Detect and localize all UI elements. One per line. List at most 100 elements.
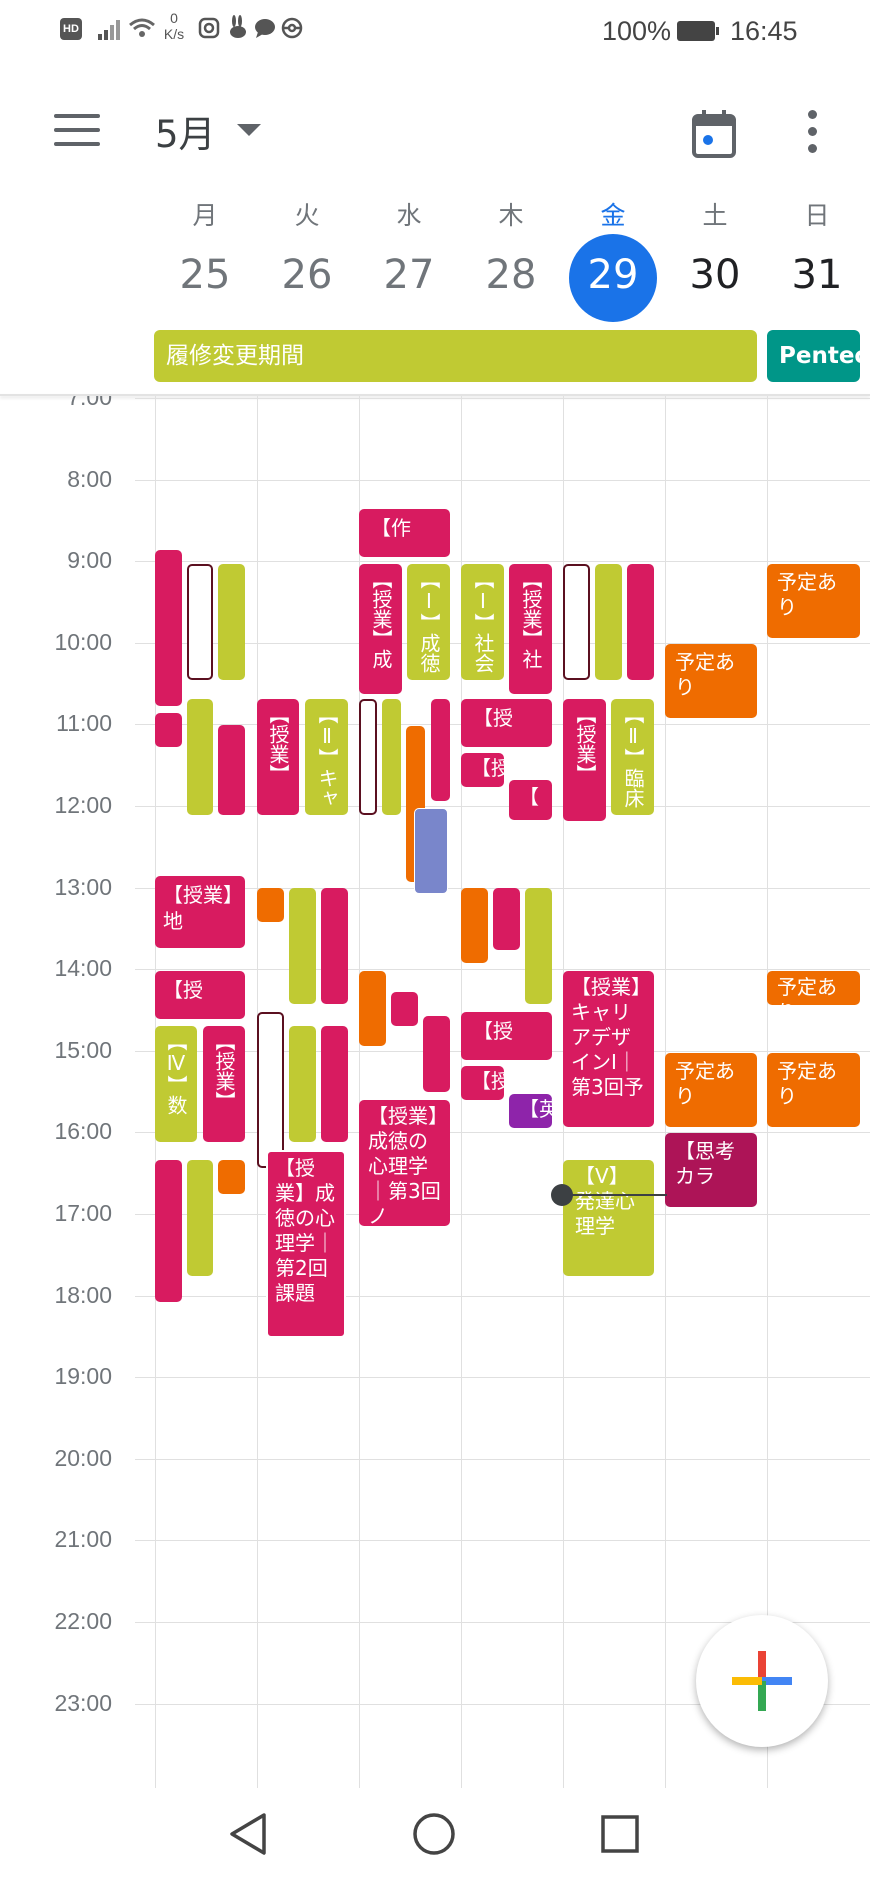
event-mon-ju[interactable]: 【授	[155, 971, 245, 1019]
event-block[interactable]	[461, 888, 488, 963]
date-fri-today: 29	[587, 252, 639, 298]
event-fri-5-hattatsu[interactable]: 【Ⅴ】発達心理学	[563, 1160, 654, 1276]
rabbit-icon	[230, 15, 246, 38]
event-block[interactable]	[155, 1160, 182, 1302]
date-sat[interactable]: 30	[689, 252, 741, 298]
hour-line	[135, 398, 870, 399]
status-bar: HD 0 K/s 100% 16:45	[0, 0, 870, 66]
date-sun[interactable]: 31	[791, 252, 843, 298]
event-tue-jugyo-1[interactable]: 【授業】	[257, 699, 299, 815]
event-block[interactable]	[359, 699, 377, 815]
event-thu-bracket[interactable]: 【	[509, 780, 552, 820]
event-fri-career[interactable]: 【授業】キャリアデザインⅠ｜第3回予	[563, 971, 654, 1127]
event-sat-shiko[interactable]: 【思考カラ	[665, 1133, 757, 1207]
back-icon[interactable]	[228, 1812, 268, 1856]
event-block[interactable]	[218, 564, 245, 680]
event-wed-1-seitoku[interactable]: 【Ⅰ】成徳	[407, 564, 450, 680]
recents-icon[interactable]	[600, 1814, 640, 1854]
event-block[interactable]	[187, 699, 213, 815]
hour-line	[135, 480, 870, 481]
hd-icon: HD	[60, 18, 82, 40]
dow-fri: 金	[600, 201, 626, 230]
event-block[interactable]	[431, 699, 450, 801]
calendar-today-icon[interactable]	[692, 110, 736, 158]
event-block[interactable]	[382, 699, 401, 815]
event-sun-yotei-2[interactable]: 予定あり	[767, 971, 860, 1005]
event-block[interactable]	[414, 808, 448, 894]
hour-line	[135, 1296, 870, 1297]
event-thu-ei[interactable]: 【英	[509, 1094, 552, 1128]
date-wed[interactable]: 27	[383, 252, 435, 298]
hour-label: 21:00	[54, 1526, 112, 1552]
event-block[interactable]	[187, 1160, 213, 1276]
caret-down-icon	[237, 124, 261, 136]
date-tue[interactable]: 26	[281, 252, 333, 298]
event-block[interactable]	[257, 1012, 284, 1168]
hour-label: 11:00	[56, 710, 112, 736]
date-mon[interactable]: 25	[179, 252, 231, 298]
dow-thu: 木	[498, 201, 524, 230]
event-block[interactable]	[218, 725, 245, 815]
event-sun-yotei-1[interactable]: 予定あり	[767, 564, 860, 638]
create-event-button[interactable]	[696, 1615, 828, 1747]
hour-label: 8:00	[67, 466, 112, 492]
event-block[interactable]	[321, 888, 348, 1004]
event-block[interactable]	[595, 564, 622, 680]
event-block[interactable]	[423, 1016, 450, 1092]
dow-wed: 水	[396, 201, 422, 230]
hour-label: 16:00	[54, 1118, 112, 1144]
allday-event-rishu[interactable]: 履修変更期間	[154, 330, 757, 382]
event-fri-jugyo-1[interactable]: 【授業】	[563, 699, 606, 821]
event-thu-ju-4[interactable]: 【授	[461, 1066, 504, 1100]
event-block[interactable]	[525, 888, 552, 1004]
event-sat-yotei-1[interactable]: 予定あり	[665, 644, 757, 718]
hour-label: 14:00	[54, 955, 112, 981]
event-thu-jugyo-sha[interactable]: 【授業】社	[509, 564, 552, 694]
event-block[interactable]	[289, 1026, 316, 1142]
event-thu-1-shakai[interactable]: 【Ⅰ】社会	[461, 564, 504, 680]
event-tue-2-kya[interactable]: 【Ⅱ】キャ	[305, 699, 348, 815]
event-mon-jugyo-chi[interactable]: 【授業】地	[155, 876, 245, 948]
event-block[interactable]	[391, 992, 418, 1026]
month-selector[interactable]: 5月	[155, 104, 261, 156]
more-vert-icon[interactable]	[808, 110, 818, 154]
date-thu[interactable]: 28	[485, 252, 537, 298]
pokeball-icon	[281, 17, 303, 39]
hamburger-icon[interactable]	[54, 114, 100, 148]
hour-line	[135, 1704, 870, 1705]
event-tue-seitoku-2[interactable]: 【授業】成徳の心理学｜第2回課題	[266, 1150, 346, 1338]
event-block[interactable]	[187, 564, 213, 680]
event-wed-saku[interactable]: 【作	[359, 509, 450, 557]
hour-label: 7:00	[67, 396, 112, 410]
home-icon[interactable]	[412, 1812, 456, 1856]
event-block[interactable]	[289, 888, 316, 1004]
event-mon-4-su[interactable]: 【Ⅳ】数	[155, 1026, 197, 1142]
week-grid[interactable]: 7:00 8:00 9:00 10:00 11:00 12:00 13:00 14:00 15:…	[0, 396, 870, 1788]
hour-line	[135, 806, 870, 807]
event-mon-jugyo-2[interactable]: 【授業】	[203, 1026, 245, 1142]
event-thu-ju-3[interactable]: 【授	[461, 1012, 552, 1060]
event-block[interactable]	[563, 564, 590, 680]
event-block[interactable]	[627, 564, 654, 680]
dow-mon: 月	[192, 201, 218, 230]
hour-label: 22:00	[54, 1608, 112, 1634]
event-block[interactable]	[359, 971, 386, 1046]
dow-tue: 火	[294, 201, 320, 230]
event-wed-seitoku-3[interactable]: 【授業】成徳の心理学｜第3回ノ	[359, 1100, 450, 1226]
header-divider	[0, 394, 870, 396]
event-block[interactable]	[155, 550, 182, 706]
event-block[interactable]	[321, 1026, 348, 1142]
today-circle[interactable]	[569, 234, 657, 322]
event-wed-jugyo-sei[interactable]: 【授業】成	[359, 564, 402, 694]
event-thu-ju-1[interactable]: 【授	[461, 699, 552, 747]
event-sat-yotei-2[interactable]: 予定あり	[665, 1053, 757, 1127]
allday-event-pentecost[interactable]: Pentec	[767, 330, 860, 382]
event-block[interactable]	[257, 888, 284, 922]
event-sun-yotei-3[interactable]: 予定あり	[767, 1053, 860, 1127]
event-block[interactable]	[218, 1160, 245, 1194]
event-block[interactable]	[493, 888, 520, 950]
event-thu-ju-2[interactable]: 【授	[461, 753, 504, 787]
month-title: 5月	[155, 113, 216, 156]
event-fri-2-rinsho[interactable]: 【Ⅱ】臨床	[611, 699, 654, 815]
event-block[interactable]	[155, 713, 182, 747]
